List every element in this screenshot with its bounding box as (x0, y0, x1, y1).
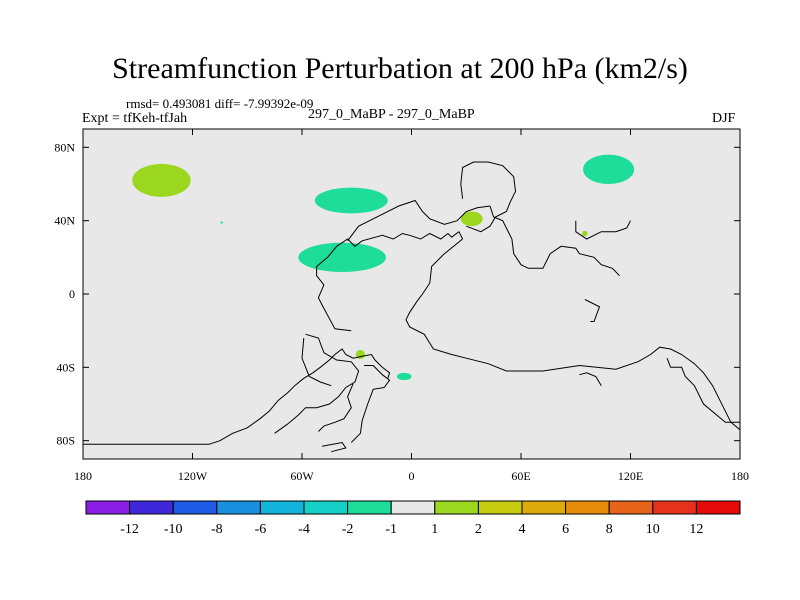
colorbar-label: -6 (255, 522, 267, 537)
anomaly-blob-1 (314, 187, 388, 214)
y-tick-label: 80S (56, 434, 75, 448)
anomaly-blob-4 (583, 154, 635, 184)
plot-background (83, 129, 740, 459)
colorbar-swatch (652, 500, 697, 515)
colorbar-swatch (347, 500, 392, 515)
colorbar-swatch (434, 500, 479, 515)
colorbar-label: 12 (689, 522, 703, 537)
coastline-5 (489, 205, 620, 277)
x-tick-label: 180 (731, 469, 749, 483)
anomaly-blob-0 (132, 163, 191, 197)
colorbar-swatch (565, 500, 610, 515)
x-tick-label: 60E (511, 469, 530, 483)
stats-label: rmsd= 0.493081 diff= -7.99392e-09 (126, 96, 314, 111)
y-tick-label: 40N (54, 214, 75, 228)
anomaly-blob-2 (298, 242, 386, 272)
coastline-0 (83, 348, 391, 445)
colorbar-label: -4 (298, 522, 310, 537)
colorbar-label: -10 (164, 522, 183, 537)
colorbar-label: -1 (385, 522, 397, 537)
chart-title: Streamfunction Perturbation at 200 hPa (… (112, 52, 688, 85)
x-tick-label: 0 (409, 469, 415, 483)
colorbar-swatch (608, 500, 654, 515)
x-axis: 180 120W 60W 0 60E 120E 180 (74, 129, 749, 483)
runs-label: 297_0_MaBP - 297_0_MaBP (308, 107, 475, 122)
anomaly-blob-7 (396, 372, 412, 381)
colorbar-swatch (390, 500, 436, 515)
colorbar-swatch (303, 500, 349, 515)
y-tick-label: 80N (54, 140, 75, 154)
x-tick-label: 120W (178, 469, 208, 483)
coastline-10 (318, 383, 354, 432)
colorbar-swatch (259, 500, 305, 515)
x-tick-label: 180 (74, 469, 92, 483)
y-tick-label: 0 (69, 287, 75, 301)
y-tick-label: 40S (56, 360, 75, 374)
anomaly-fields (132, 154, 635, 381)
x-tick-label: 120E (618, 469, 643, 483)
experiment-label: Expt = tfKeh-tfJah (82, 111, 188, 126)
colorbar-swatch (521, 500, 567, 515)
colorbar-swatch (216, 500, 261, 515)
coastline-14 (666, 358, 740, 423)
season-label: DJF (712, 111, 736, 126)
coastline-13 (584, 299, 601, 322)
coastline-8 (301, 337, 332, 387)
colorbar-swatch (129, 500, 174, 515)
colorbar-label: 10 (646, 522, 660, 537)
colorbar-label: 6 (562, 522, 569, 537)
colorbar-swatch (172, 500, 218, 515)
colorbar: -12 -10 -8 -6 -4 -2 -1 1 2 4 6 8 10 12 (85, 500, 741, 537)
coastline-9 (350, 365, 391, 443)
coastline-12 (579, 372, 602, 386)
colorbar-label: 2 (475, 522, 482, 537)
anomaly-blob-8 (220, 221, 223, 224)
colorbar-label: -12 (120, 522, 139, 537)
coastline-1 (316, 230, 464, 332)
anomaly-blob-5 (582, 230, 588, 237)
x-tick-label: 60W (290, 469, 314, 483)
coastline-2 (347, 199, 491, 242)
coastlines (83, 161, 740, 453)
coastline-6 (575, 220, 631, 240)
y-axis: 80N 40N 0 40S 80S (54, 140, 740, 448)
coastline-7 (274, 333, 360, 434)
colorbar-swatch (85, 500, 131, 515)
coastline-4 (460, 161, 517, 233)
coastline-11 (322, 441, 347, 453)
colorbar-swatch (695, 500, 741, 515)
colorbar-label: -8 (211, 522, 223, 537)
colorbar-label: 1 (431, 522, 438, 537)
colorbar-label: 8 (606, 522, 613, 537)
colorbar-label: -2 (342, 522, 354, 537)
coastline-3 (405, 238, 740, 431)
anomaly-blob-3 (460, 211, 483, 227)
colorbar-swatch (477, 500, 523, 515)
colorbar-label: 4 (519, 522, 526, 537)
